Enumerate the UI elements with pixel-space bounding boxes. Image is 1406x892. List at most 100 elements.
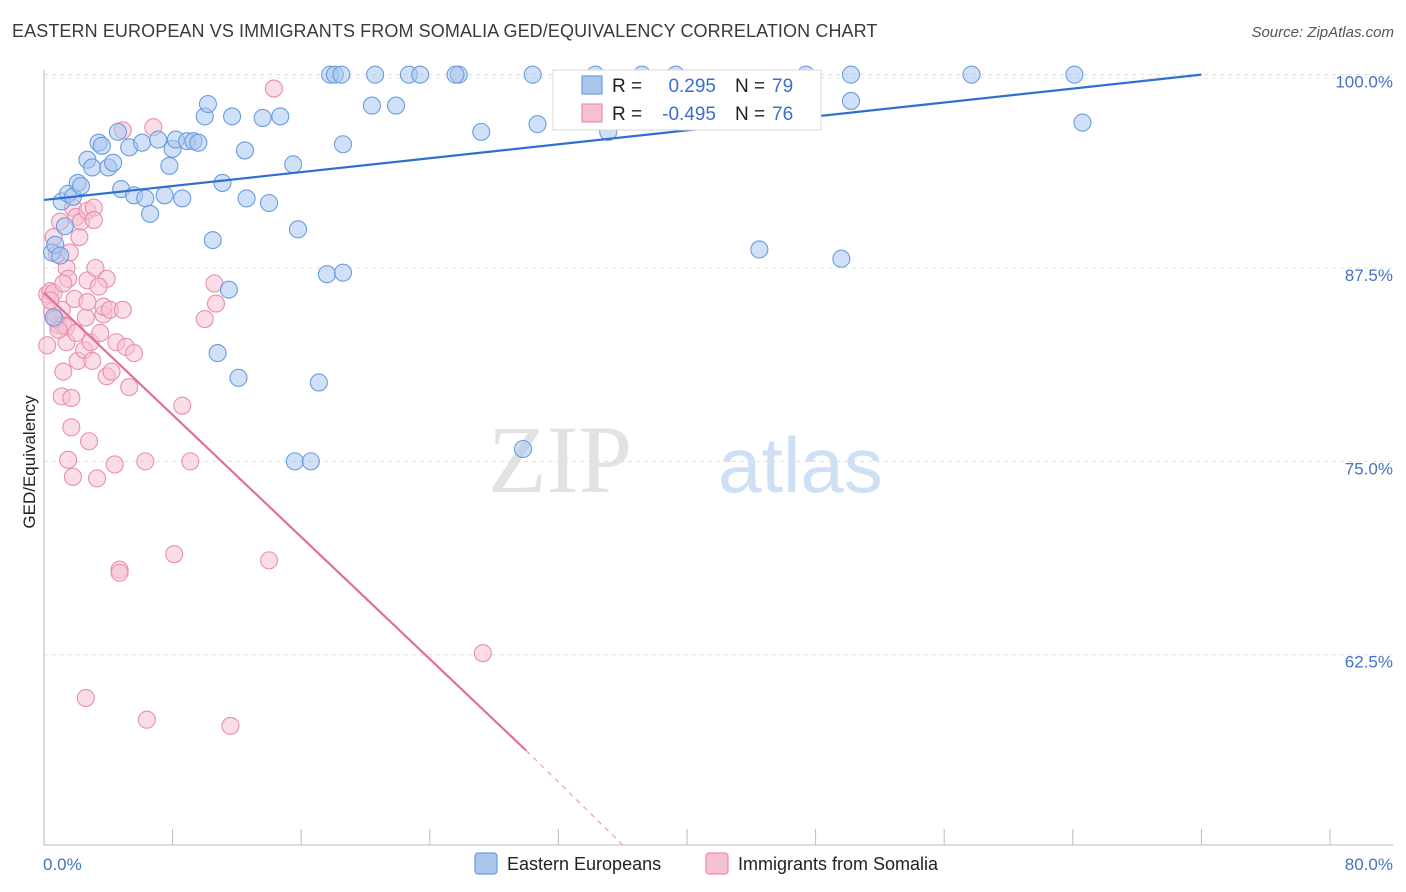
eastern-european-point-29 bbox=[173, 189, 192, 208]
eastern-european-point-13 bbox=[92, 136, 111, 155]
somalia-point-73 bbox=[67, 323, 86, 343]
somalia-point-69 bbox=[59, 450, 78, 469]
x-tick-label-min: 0.0% bbox=[43, 855, 82, 874]
series-somalia-points bbox=[38, 79, 492, 735]
eastern-european-point-5 bbox=[55, 217, 74, 236]
eastern-european-point-40 bbox=[237, 189, 256, 208]
eastern-european-point-49 bbox=[309, 373, 328, 392]
legend-swatch-blue bbox=[581, 75, 603, 95]
eastern-european-point-66 bbox=[528, 115, 547, 134]
somalia-point-58 bbox=[165, 545, 184, 564]
watermark-zip: ZIP bbox=[488, 406, 632, 513]
eastern-european-point-31 bbox=[189, 133, 208, 152]
gridlines bbox=[44, 74, 1393, 656]
watermark-atlas: atlas bbox=[718, 421, 883, 509]
series-eastern-european-points bbox=[42, 65, 1092, 471]
eastern-european-point-37 bbox=[219, 280, 238, 299]
somalia-point-60 bbox=[181, 452, 200, 471]
eastern-european-point-16 bbox=[108, 122, 127, 141]
somalia-point-18 bbox=[62, 388, 81, 407]
eastern-european-point-57 bbox=[362, 96, 381, 115]
y-tick-label-1: 87.5% bbox=[1345, 266, 1393, 285]
eastern-european-point-41 bbox=[235, 141, 254, 160]
eastern-european-point-60 bbox=[411, 65, 430, 84]
eastern-european-point-75 bbox=[841, 91, 861, 110]
eastern-european-point-78 bbox=[1073, 113, 1092, 132]
legend-r-value-blue: 0.295 bbox=[668, 76, 716, 97]
bottom-legend-label-pink: Immigrants from Somalia bbox=[738, 854, 939, 874]
legend-n-label-pink: N = bbox=[735, 104, 765, 125]
somalia-point-36 bbox=[84, 210, 103, 230]
eastern-european-point-46 bbox=[285, 452, 304, 471]
eastern-european-point-11 bbox=[83, 158, 102, 177]
eastern-european-point-55 bbox=[333, 135, 353, 154]
eastern-european-point-71 bbox=[750, 240, 769, 259]
eastern-european-point-25 bbox=[160, 156, 179, 175]
watermark: ZIP atlas bbox=[488, 406, 883, 513]
eastern-european-point-23 bbox=[149, 130, 168, 149]
eastern-european-point-9 bbox=[71, 176, 91, 196]
somalia-point-63 bbox=[206, 294, 226, 313]
eastern-european-point-53 bbox=[332, 65, 351, 84]
bottom-legend-swatch-pink bbox=[705, 852, 729, 875]
bottom-legend-swatch-blue bbox=[474, 852, 498, 875]
somalia-point-59 bbox=[173, 396, 192, 415]
somalia-point-32 bbox=[79, 432, 99, 451]
legend-n-value-pink: 76 bbox=[772, 104, 793, 125]
legend-r-value-pink: -0.495 bbox=[662, 104, 716, 125]
somalia-point-48 bbox=[113, 300, 132, 319]
eastern-european-point-22 bbox=[141, 204, 160, 223]
somalia-point-29 bbox=[78, 292, 97, 312]
somalia-point-74 bbox=[89, 277, 108, 296]
somalia-point-28 bbox=[76, 308, 95, 327]
somalia-point-34 bbox=[83, 351, 102, 370]
eastern-european-point-58 bbox=[386, 96, 406, 115]
somalia-trend-line bbox=[43, 291, 528, 752]
somalia-point-39 bbox=[91, 323, 110, 343]
somalia-point-67 bbox=[473, 644, 492, 663]
somalia-point-61 bbox=[195, 310, 214, 329]
somalia-point-25 bbox=[70, 228, 89, 247]
bottom-legend: Eastern Europeans Immigrants from Somali… bbox=[474, 852, 939, 875]
x-tick-label-max: 80.0% bbox=[1345, 855, 1393, 874]
somalia-point-19 bbox=[62, 418, 81, 437]
legend-box: R = 0.295 N = 79 R = -0.495 N = 76 bbox=[552, 69, 822, 131]
somalia-point-38 bbox=[87, 469, 107, 488]
somalia-point-65 bbox=[259, 551, 279, 570]
y-axis-label: GED/Equivalency bbox=[20, 395, 39, 529]
eastern-european-point-43 bbox=[259, 193, 279, 213]
somalia-point-55 bbox=[136, 452, 155, 471]
eastern-european-point-65 bbox=[523, 65, 542, 84]
bottom-legend-label-blue: Eastern Europeans bbox=[507, 854, 661, 874]
eastern-european-point-42 bbox=[253, 108, 272, 128]
eastern-european-point-3 bbox=[51, 246, 70, 265]
somalia-point-68 bbox=[76, 688, 95, 708]
somalia-point-12 bbox=[54, 362, 73, 381]
legend-n-label-blue: N = bbox=[735, 76, 765, 97]
eastern-european-point-48 bbox=[301, 452, 320, 471]
chart-source: Source: ZipAtlas.com bbox=[1251, 24, 1394, 41]
eastern-european-point-47 bbox=[288, 220, 308, 239]
somalia-point-45 bbox=[102, 362, 121, 381]
y-tick-label-3: 62.5% bbox=[1345, 653, 1393, 672]
somalia-point-54 bbox=[124, 344, 144, 363]
eastern-european-point-45 bbox=[284, 155, 303, 174]
eastern-european-point-33 bbox=[198, 94, 218, 114]
somalia-point-20 bbox=[63, 467, 82, 486]
somalia-point-51 bbox=[110, 563, 129, 582]
y-tick-label-0: 100.0% bbox=[1335, 73, 1393, 92]
legend-r-label-blue: R = bbox=[612, 76, 642, 97]
eastern-european-point-76 bbox=[962, 65, 981, 84]
somalia-point-56 bbox=[137, 710, 156, 729]
eastern-european-point-38 bbox=[223, 107, 242, 126]
eastern-european-point-36 bbox=[213, 173, 232, 192]
somalia-point-1 bbox=[38, 336, 57, 355]
legend-r-label-pink: R = bbox=[612, 104, 642, 125]
eastern-european-point-62 bbox=[446, 65, 465, 84]
trend-lines bbox=[43, 73, 1202, 846]
somalia-point-75 bbox=[54, 274, 73, 293]
eastern-european-point-44 bbox=[271, 107, 290, 126]
eastern-european-point-73 bbox=[832, 249, 851, 268]
legend-n-value-blue: 79 bbox=[772, 76, 793, 97]
